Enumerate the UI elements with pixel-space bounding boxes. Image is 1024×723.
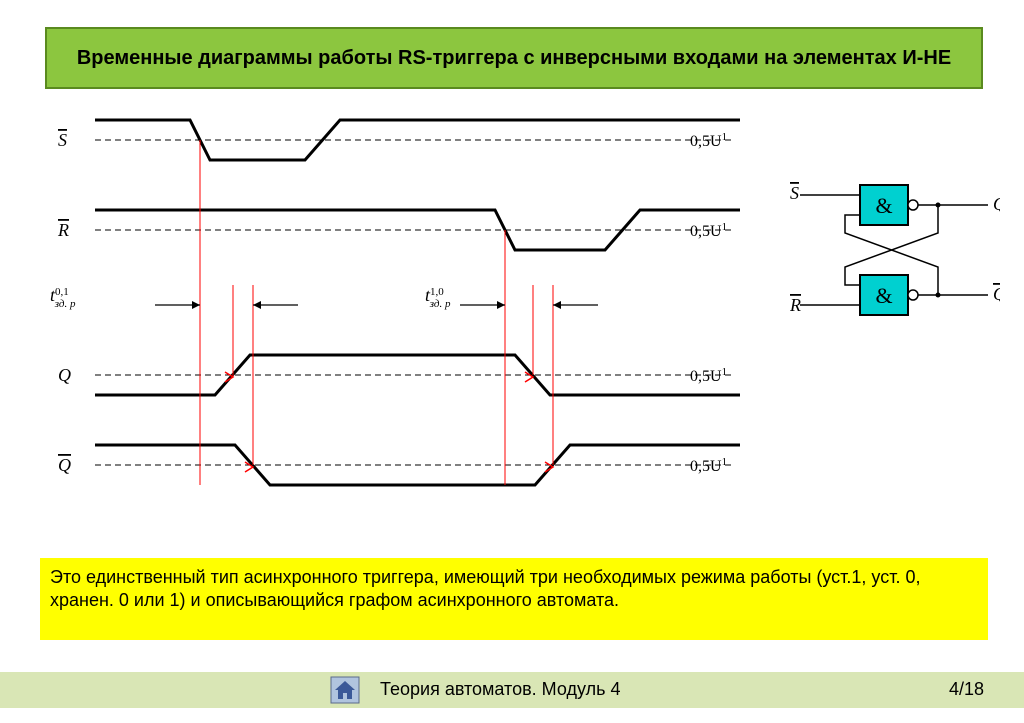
svg-text:t0,1зд. р: t0,1зд. р	[50, 285, 76, 310]
svg-text:&: &	[875, 193, 892, 218]
footer-text: Теория автоматов. Модуль 4	[380, 679, 620, 700]
timing-diagram: S 0,5U1 R 0,5U1 Q 0,5U1 Q 0,5U1 t0,1зд. р t1,0зд.…	[40, 105, 740, 545]
slide-title: Временные диаграммы работы RS-триггера с…	[45, 27, 983, 89]
svg-text:R: R	[790, 295, 801, 315]
svg-text:0,5U1: 0,5U1	[690, 456, 727, 475]
page-number: 4/18	[949, 679, 984, 700]
svg-text:Q: Q	[58, 455, 71, 475]
svg-text:Q: Q	[993, 194, 1000, 214]
svg-text:R: R	[57, 220, 69, 240]
description-note: Это единственный тип асинхронного тригге…	[40, 558, 988, 640]
footer-bar: Теория автоматов. Модуль 4 4/18	[0, 672, 1024, 708]
slide-title-text: Временные диаграммы работы RS-триггера с…	[77, 46, 951, 71]
svg-text:0,5U1: 0,5U1	[690, 221, 727, 240]
logic-schematic: & & S R Q Q	[790, 175, 1000, 335]
svg-text:&: &	[875, 283, 892, 308]
home-icon[interactable]	[330, 676, 360, 704]
description-text: Это единственный тип асинхронного тригге…	[50, 567, 921, 610]
svg-text:Q: Q	[58, 365, 71, 385]
svg-text:S: S	[58, 130, 67, 150]
svg-text:Q: Q	[993, 284, 1000, 304]
svg-text:0,5U1: 0,5U1	[690, 366, 727, 385]
page-number-text: 4/18	[949, 679, 984, 699]
svg-text:S: S	[790, 183, 799, 203]
svg-text:0,5U1: 0,5U1	[690, 131, 727, 150]
footer-label: Теория автоматов. Модуль 4	[380, 679, 620, 699]
svg-text:t1,0зд. р: t1,0зд. р	[425, 285, 451, 310]
